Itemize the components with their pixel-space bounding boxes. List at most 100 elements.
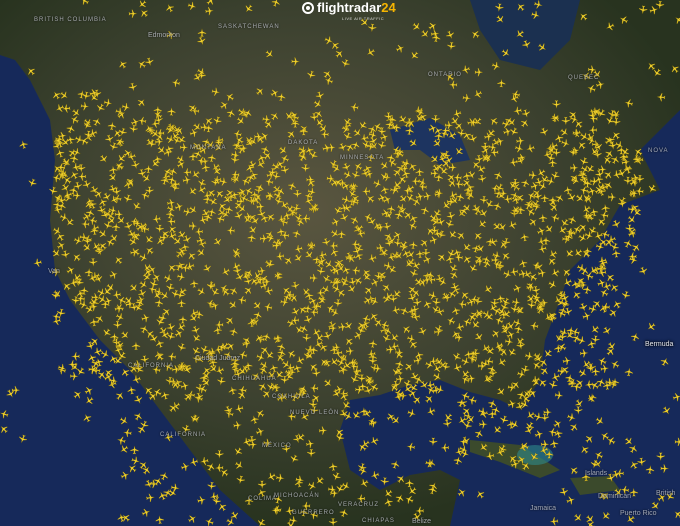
plane-icon[interactable] xyxy=(317,122,330,136)
plane-icon[interactable] xyxy=(154,297,165,308)
plane-icon[interactable] xyxy=(571,128,582,138)
plane-icon[interactable] xyxy=(301,333,312,343)
plane-icon[interactable] xyxy=(72,190,82,201)
plane-icon[interactable] xyxy=(113,389,127,402)
plane-icon[interactable] xyxy=(645,59,658,73)
plane-icon[interactable] xyxy=(17,139,29,150)
plane-icon[interactable] xyxy=(570,288,583,301)
plane-icon[interactable] xyxy=(112,320,123,330)
plane-icon[interactable] xyxy=(334,431,346,444)
plane-icon[interactable] xyxy=(627,442,640,455)
plane-icon[interactable] xyxy=(142,233,156,247)
plane-icon[interactable] xyxy=(477,441,490,454)
plane-icon[interactable] xyxy=(451,362,463,374)
plane-icon[interactable] xyxy=(170,482,181,494)
plane-icon[interactable] xyxy=(541,347,555,360)
plane-icon[interactable] xyxy=(460,64,472,76)
plane-icon[interactable] xyxy=(305,438,316,449)
plane-icon[interactable] xyxy=(506,398,518,410)
plane-icon[interactable] xyxy=(543,223,556,236)
plane-icon[interactable] xyxy=(291,227,303,239)
plane-icon[interactable] xyxy=(286,180,298,192)
plane-icon[interactable] xyxy=(130,159,141,171)
plane-icon[interactable] xyxy=(410,393,424,407)
plane-icon[interactable] xyxy=(573,397,586,410)
plane-icon[interactable] xyxy=(350,409,363,422)
plane-icon[interactable] xyxy=(546,278,559,291)
plane-icon[interactable] xyxy=(176,341,188,354)
plane-icon[interactable] xyxy=(218,99,231,112)
plane-icon[interactable] xyxy=(440,443,450,453)
plane-icon[interactable] xyxy=(195,246,208,259)
plane-icon[interactable] xyxy=(321,67,334,81)
plane-icon[interactable] xyxy=(571,246,585,260)
plane-icon[interactable] xyxy=(497,238,510,251)
plane-icon[interactable] xyxy=(165,261,179,275)
plane-icon[interactable] xyxy=(195,285,208,298)
plane-icon[interactable] xyxy=(345,346,356,356)
plane-icon[interactable] xyxy=(610,218,623,231)
plane-icon[interactable] xyxy=(292,252,305,265)
plane-icon[interactable] xyxy=(444,315,457,327)
plane-icon[interactable] xyxy=(330,470,343,483)
plane-icon[interactable] xyxy=(323,34,335,47)
plane-icon[interactable] xyxy=(471,88,484,101)
plane-icon[interactable] xyxy=(350,169,362,181)
plane-icon[interactable] xyxy=(431,370,444,384)
plane-icon[interactable] xyxy=(230,246,243,259)
plane-icon[interactable] xyxy=(471,229,485,243)
plane-icon[interactable] xyxy=(560,266,573,279)
plane-icon[interactable] xyxy=(102,97,114,109)
plane-icon[interactable] xyxy=(309,383,319,394)
plane-icon[interactable] xyxy=(418,236,431,249)
plane-icon[interactable] xyxy=(0,422,11,436)
plane-icon[interactable] xyxy=(275,473,286,483)
plane-icon[interactable] xyxy=(56,362,68,374)
plane-icon[interactable] xyxy=(502,194,513,205)
plane-icon[interactable] xyxy=(241,213,254,226)
plane-icon[interactable] xyxy=(547,426,558,438)
plane-icon[interactable] xyxy=(159,389,171,401)
plane-icon[interactable] xyxy=(360,407,374,420)
plane-icon[interactable] xyxy=(589,458,601,470)
plane-icon[interactable] xyxy=(347,276,358,288)
plane-icon[interactable] xyxy=(242,2,255,15)
plane-icon[interactable] xyxy=(90,115,103,128)
plane-icon[interactable] xyxy=(547,379,559,391)
plane-icon[interactable] xyxy=(531,201,542,212)
plane-icon[interactable] xyxy=(309,391,323,405)
plane-icon[interactable] xyxy=(278,152,291,165)
plane-icon[interactable] xyxy=(504,336,515,347)
plane-icon[interactable] xyxy=(305,69,317,81)
plane-icon[interactable] xyxy=(115,214,128,227)
plane-icon[interactable] xyxy=(366,252,378,265)
plane-icon[interactable] xyxy=(484,450,496,462)
plane-icon[interactable] xyxy=(511,317,524,329)
plane-icon[interactable] xyxy=(117,443,131,456)
plane-icon[interactable] xyxy=(260,387,273,401)
plane-icon[interactable] xyxy=(94,102,107,114)
plane-icon[interactable] xyxy=(111,289,122,300)
plane-icon[interactable] xyxy=(190,324,202,336)
plane-icon[interactable] xyxy=(421,248,431,258)
plane-icon[interactable] xyxy=(234,114,248,128)
plane-icon[interactable] xyxy=(501,268,514,281)
plane-icon[interactable] xyxy=(390,304,402,316)
plane-icon[interactable] xyxy=(131,341,141,351)
plane-icon[interactable] xyxy=(602,168,615,181)
plane-icon[interactable] xyxy=(495,385,508,399)
plane-icon[interactable] xyxy=(81,411,94,424)
plane-icon[interactable] xyxy=(70,351,81,361)
plane-icon[interactable] xyxy=(233,403,245,415)
plane-icon[interactable] xyxy=(50,247,63,260)
plane-icon[interactable] xyxy=(87,215,99,226)
plane-icon[interactable] xyxy=(398,304,411,317)
plane-icon[interactable] xyxy=(452,455,464,466)
plane-icon[interactable] xyxy=(150,271,163,284)
plane-icon[interactable] xyxy=(214,364,226,377)
plane-icon[interactable] xyxy=(145,186,155,196)
plane-icon[interactable] xyxy=(623,97,635,109)
plane-icon[interactable] xyxy=(336,141,349,154)
plane-icon[interactable] xyxy=(115,435,127,446)
plane-icon[interactable] xyxy=(253,84,267,98)
